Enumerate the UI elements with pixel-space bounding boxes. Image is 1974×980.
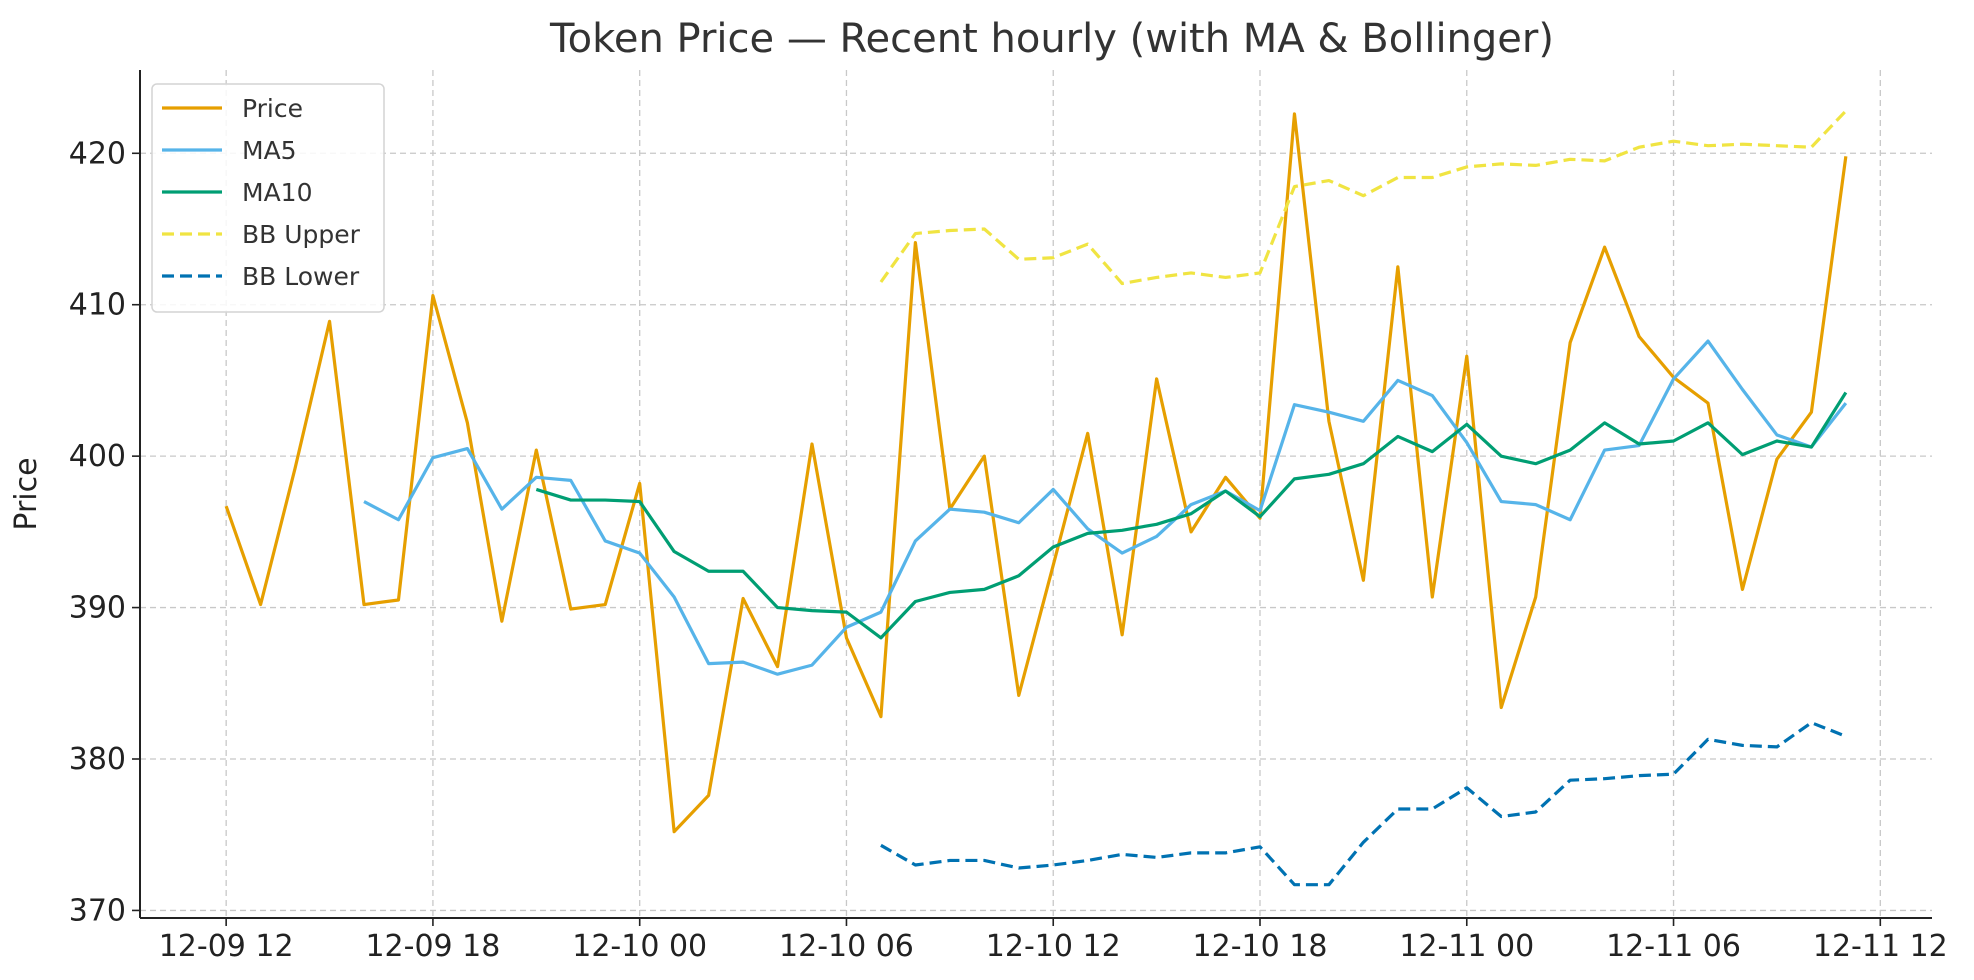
series-line-bb-upper bbox=[879, 109, 1848, 286]
legend: Price MA5 MA10 BB Upper BB Lower bbox=[151, 83, 385, 313]
series-line-price bbox=[224, 112, 1848, 834]
axes bbox=[139, 70, 1932, 919]
legend-label-bb-lower: BB Lower bbox=[242, 262, 360, 291]
y-tick-label: 370 bbox=[69, 893, 126, 928]
y-tick-label: 420 bbox=[69, 136, 126, 171]
legend-box bbox=[151, 83, 385, 313]
x-tick-label: 12-09 12 bbox=[159, 929, 294, 964]
y-tick-label: 400 bbox=[69, 439, 126, 474]
y-tick-label: 390 bbox=[69, 591, 126, 626]
x-tick-label: 12-11 00 bbox=[1399, 929, 1534, 964]
x-tick-label: 12-11 12 bbox=[1813, 929, 1948, 964]
series-line-ma5 bbox=[363, 339, 1848, 676]
series-line-ma10 bbox=[535, 391, 1848, 640]
chart-title: Token Price — Recent hourly (with MA & B… bbox=[549, 16, 1554, 62]
x-tick-label: 12-10 00 bbox=[572, 929, 707, 964]
x-tick-label: 12-11 06 bbox=[1606, 929, 1741, 964]
x-tick-label: 12-10 12 bbox=[986, 929, 1121, 964]
series-line-bb-lower bbox=[880, 721, 1847, 887]
legend-label-ma10: MA10 bbox=[242, 178, 312, 207]
x-tick-label: 12-10 18 bbox=[1193, 929, 1328, 964]
legend-label-ma5: MA5 bbox=[242, 136, 297, 165]
x-tick-label: 12-10 06 bbox=[779, 929, 914, 964]
tick-labels: 12-09 12 12-09 18 12-10 00 12-10 06 12-10 12… bbox=[69, 136, 1948, 964]
y-tick-label: 380 bbox=[69, 742, 126, 777]
legend-label-price: Price bbox=[242, 94, 303, 123]
x-tick-label: 12-09 18 bbox=[365, 929, 500, 964]
grid bbox=[140, 70, 1932, 918]
y-tick-label: 410 bbox=[69, 288, 126, 323]
legend-label-bb-upper: BB Upper bbox=[242, 220, 361, 249]
y-axis-label: Price bbox=[9, 457, 44, 530]
series-lines bbox=[224, 109, 1848, 887]
